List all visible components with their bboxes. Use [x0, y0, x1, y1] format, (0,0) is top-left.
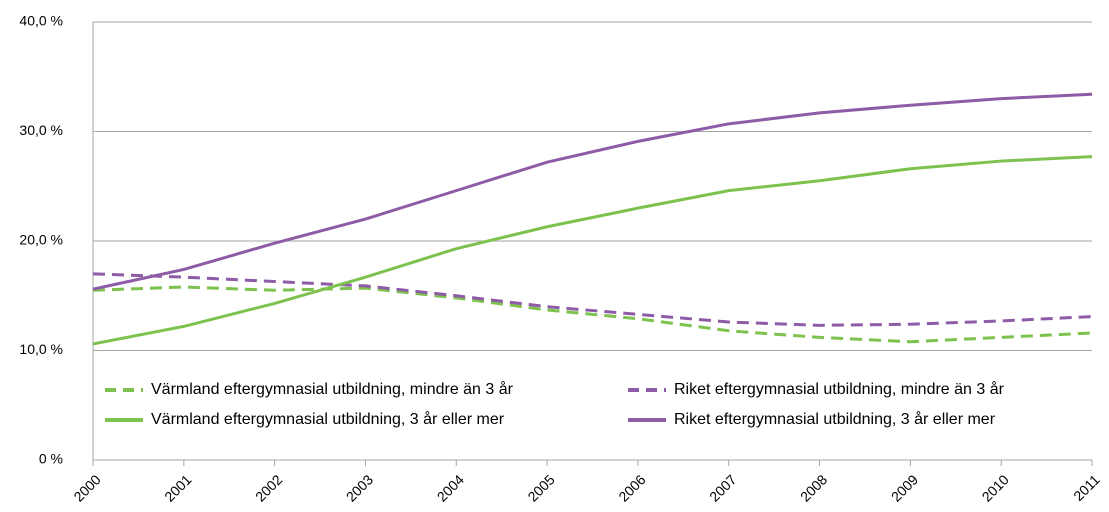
legend-label: Värmland eftergymnasial utbildning, mind…	[151, 380, 514, 398]
y-tick-label: 20,0 %	[19, 232, 63, 248]
y-tick-label: 40,0 %	[19, 13, 63, 29]
x-tick-label: 2005	[524, 471, 557, 504]
y-tick-label: 0 %	[39, 451, 63, 467]
legend-label: Riket eftergymnasial utbildning, mindre …	[674, 380, 1005, 398]
x-tick-label: 2010	[979, 471, 1012, 504]
legend-label: Riket eftergymnasial utbildning, 3 år el…	[674, 410, 996, 428]
x-tick-label: 2001	[161, 471, 194, 504]
x-tick-label: 2008	[797, 471, 830, 504]
x-tick-label: 2009	[888, 471, 921, 504]
y-tick-label: 30,0 %	[19, 122, 63, 138]
x-tick-label: 2006	[615, 471, 648, 504]
series-line	[92, 285, 1093, 344]
x-tick-label: 2004	[434, 471, 467, 504]
series-line	[92, 155, 1093, 346]
x-tick-label: 2003	[343, 471, 376, 504]
x-tick-label: 2000	[70, 471, 103, 504]
series-line	[92, 92, 1093, 291]
x-tick-label: 2007	[706, 471, 739, 504]
x-tick-label: 2002	[252, 471, 285, 504]
legend-label: Värmland eftergymnasial utbildning, 3 år…	[151, 410, 505, 428]
x-tick-label: 2011	[1070, 471, 1103, 504]
series-line	[92, 272, 1093, 327]
y-tick-label: 10,0 %	[19, 341, 63, 357]
